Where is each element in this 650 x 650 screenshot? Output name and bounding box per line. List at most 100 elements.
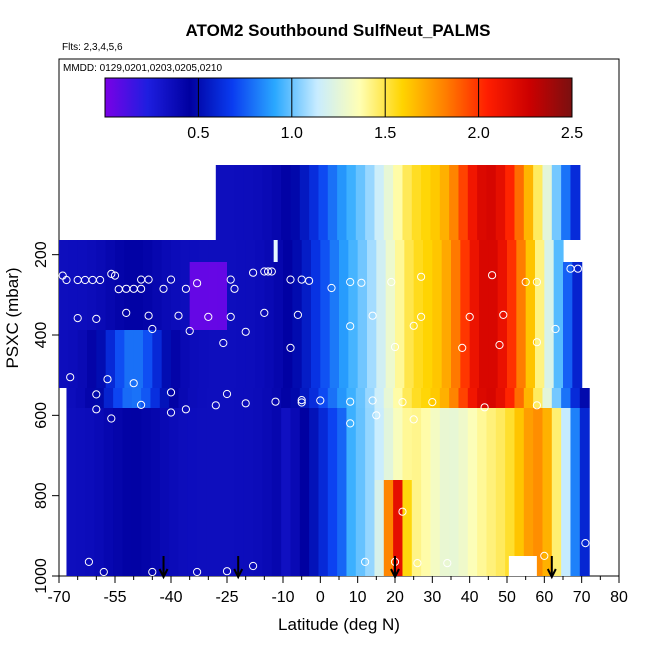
sample-marker <box>409 415 418 424</box>
sample-marker <box>264 267 273 276</box>
heatmap-cell <box>150 480 161 520</box>
heatmap-cell <box>337 165 348 240</box>
sample-marker <box>241 399 250 408</box>
heatmap-cell <box>411 165 422 240</box>
heatmap-cell <box>402 388 413 408</box>
sample-marker <box>532 277 542 287</box>
heatmap-cell <box>309 520 320 556</box>
heatmap-cell <box>337 388 348 408</box>
heatmap-cell <box>94 480 105 520</box>
heatmap-cell <box>339 330 349 365</box>
heatmap-cell <box>553 365 564 388</box>
heatmap-cell <box>411 408 422 445</box>
heatmap-cell <box>68 240 79 262</box>
heatmap-cell <box>94 556 105 576</box>
heatmap-cell <box>131 520 142 556</box>
sample-marker <box>226 312 235 321</box>
heatmap-cell <box>171 330 181 365</box>
sample-marker <box>443 559 452 568</box>
heatmap-cell <box>94 388 105 408</box>
heatmap-cell <box>189 330 200 365</box>
heatmap-cell <box>507 240 517 262</box>
heatmap-cell <box>59 262 69 290</box>
heatmap-cell <box>460 240 471 262</box>
sample-marker <box>293 310 302 319</box>
heatmap-cell <box>383 520 394 556</box>
heatmap-cell <box>337 445 348 480</box>
heatmap-cell <box>262 408 273 445</box>
heatmap-cell <box>402 165 413 240</box>
sample-marker <box>532 401 542 410</box>
heatmap-cell <box>180 262 191 290</box>
heatmap-cell <box>87 365 97 388</box>
colorbar-tick-label: 2.0 <box>467 125 489 142</box>
x-axis-label: Latitude (deg N) <box>278 615 400 634</box>
sample-marker <box>159 284 168 293</box>
heatmap-cell <box>505 480 516 520</box>
heatmap-cell <box>113 480 124 520</box>
heatmap-cell <box>281 520 292 556</box>
heatmap-cell <box>441 330 452 365</box>
heatmap-cell <box>87 290 97 330</box>
arrow-head <box>233 568 244 580</box>
sample-marker <box>346 397 355 406</box>
heatmap-cell <box>451 262 461 290</box>
heatmap-cell <box>264 290 275 330</box>
heatmap-cell <box>68 290 79 330</box>
heatmap-cell <box>236 290 247 330</box>
heatmap-cell <box>327 556 338 576</box>
heatmap-cell <box>355 520 366 556</box>
heatmap-cell <box>206 445 217 480</box>
heatmap-cell <box>404 240 415 262</box>
heatmap-cell <box>449 445 460 480</box>
heatmap-cell <box>449 520 460 556</box>
sample-marker <box>398 507 407 516</box>
sample-marker <box>357 278 366 287</box>
heatmap-cell <box>199 240 209 262</box>
heatmap-cell <box>124 262 135 290</box>
heatmap-cell <box>579 480 590 520</box>
heatmap-cell <box>115 240 125 262</box>
heatmap-cell <box>94 408 105 445</box>
heatmap-cell <box>411 480 422 520</box>
heatmap-cell <box>551 480 562 520</box>
heatmap-cell <box>311 365 321 388</box>
heatmap-cell <box>290 388 301 408</box>
heatmap-cell <box>273 365 284 388</box>
y-axis-label: PSXC (mbar) <box>3 267 22 368</box>
heatmap-cell <box>357 290 368 330</box>
sample-marker <box>271 397 280 406</box>
heatmap-cell <box>544 290 555 330</box>
sample-marker <box>327 283 336 293</box>
heatmap-cell <box>563 330 573 365</box>
heatmap-cell <box>402 445 413 480</box>
heatmap-cell <box>141 388 152 408</box>
heatmap-cell <box>292 240 303 262</box>
heatmap-cell <box>542 408 553 445</box>
heatmap-cell <box>189 365 200 388</box>
heatmap-cell <box>311 240 321 262</box>
heatmap-cell <box>253 520 264 556</box>
heatmap-cell <box>217 240 228 262</box>
heatmap-cell <box>402 408 413 445</box>
heatmap-cell <box>505 520 516 556</box>
heatmap-cell <box>523 480 534 520</box>
heatmap-cell <box>243 408 254 445</box>
heatmap-cell <box>385 365 396 388</box>
heatmap-cell <box>105 262 116 290</box>
heatmap-cell <box>225 408 236 445</box>
heatmap-cell <box>178 408 189 445</box>
heatmap-cell <box>236 365 247 388</box>
heatmap-cell <box>169 556 180 576</box>
heatmap-cell <box>449 165 460 240</box>
heatmap-cell <box>131 480 142 520</box>
heatmap-cell <box>197 388 208 408</box>
sample-marker <box>96 275 105 285</box>
heatmap-cell <box>393 165 404 240</box>
heatmap-cell <box>367 330 377 365</box>
sample-marker <box>185 326 194 336</box>
colorbar-tick-label: 1.0 <box>281 125 303 142</box>
heatmap-cell <box>469 290 480 330</box>
colorbar-tick-label: 1.5 <box>374 125 396 142</box>
heatmap-cell <box>152 330 163 365</box>
